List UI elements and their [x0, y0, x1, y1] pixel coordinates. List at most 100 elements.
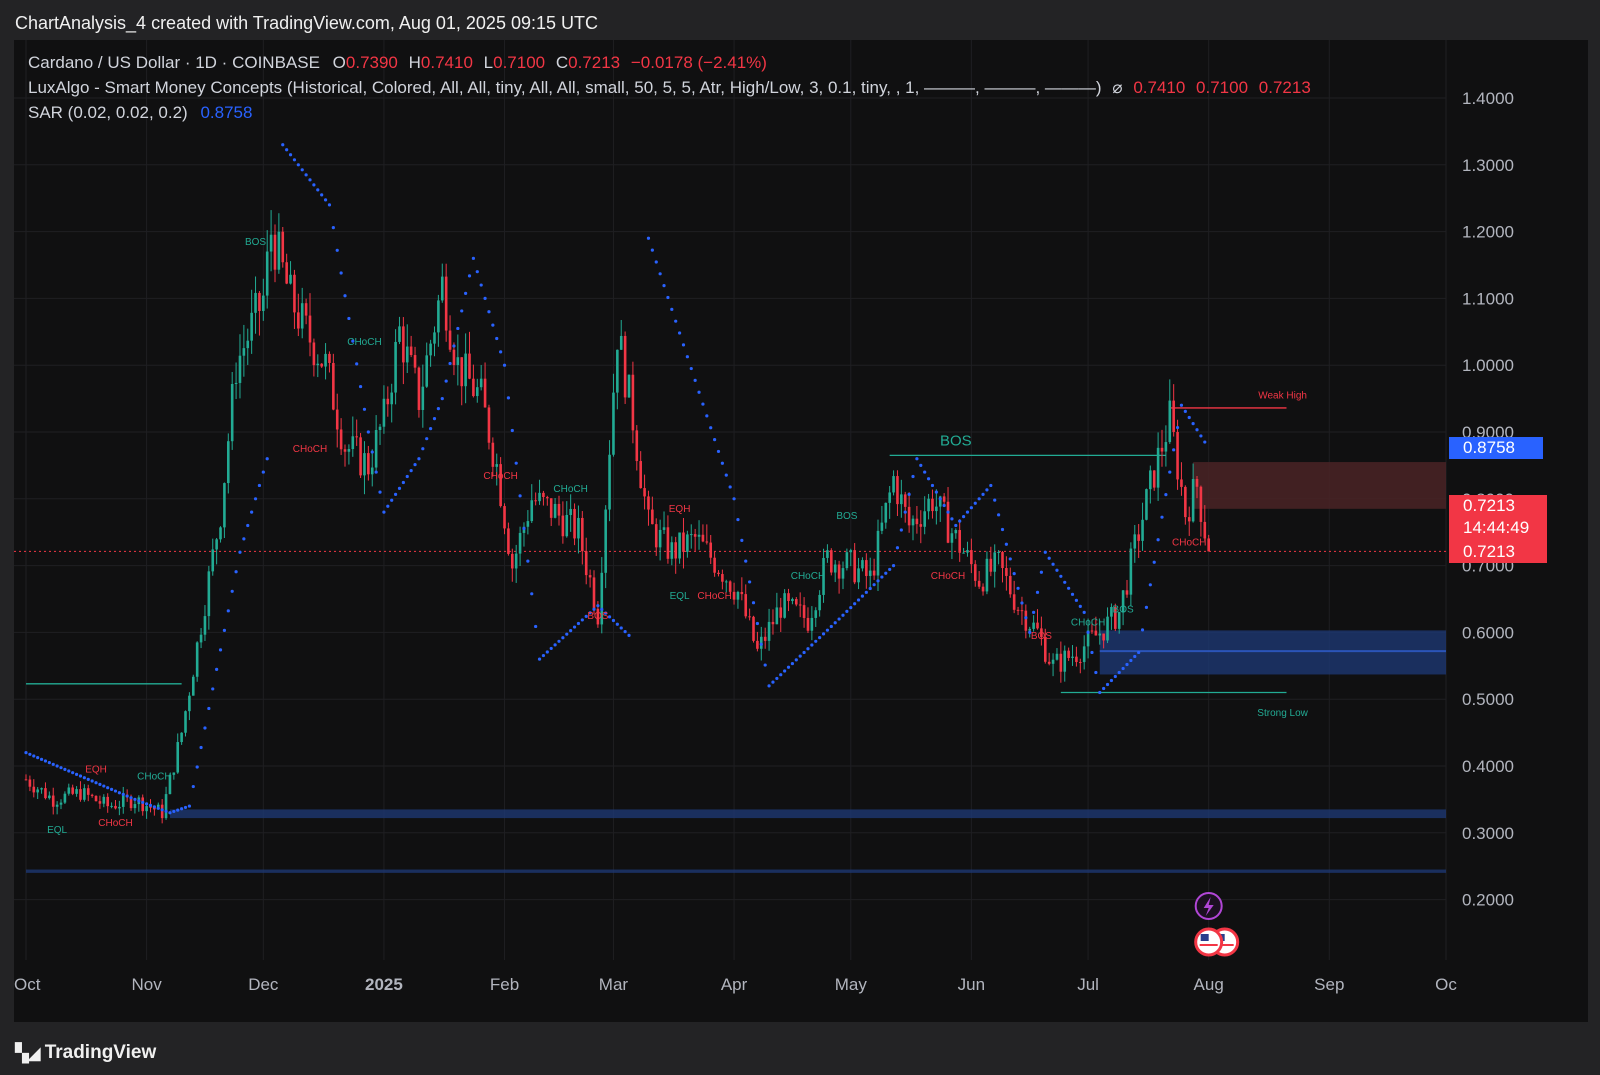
sar-dot [32, 754, 36, 758]
us-flag-event-icon[interactable] [1194, 927, 1224, 957]
sar-dot [1035, 590, 1040, 594]
candle-body [981, 586, 985, 592]
sar-dot [802, 650, 806, 655]
chart-grid [14, 40, 1447, 960]
sar-dot [845, 609, 849, 614]
candle-body [608, 454, 611, 510]
candle-body [833, 564, 837, 573]
sar-dot [818, 635, 822, 640]
candle-body [429, 343, 432, 356]
sar-dot [545, 650, 549, 654]
sar-indicator-label[interactable]: SAR (0.02, 0.02, 0.2) [28, 103, 188, 122]
sar-dot [973, 501, 977, 505]
sar-legend[interactable]: SAR (0.02, 0.02, 0.2) 0.8758 [28, 103, 252, 123]
candle-body [460, 357, 464, 387]
sar-dot [596, 604, 600, 608]
candle-body [405, 346, 409, 363]
candle-body [394, 341, 397, 393]
chart-panel[interactable] [14, 40, 1588, 1022]
candle-body [48, 795, 51, 799]
sar-dot [304, 173, 308, 177]
change-value: −0.0178 (−2.41%) [630, 53, 767, 72]
sar-dot [522, 526, 526, 531]
candle-body [647, 496, 650, 510]
smc-label: BOS [1113, 604, 1134, 615]
smc-label: CHoCH [347, 337, 381, 348]
candle-body [1121, 590, 1125, 613]
candle-body [75, 789, 78, 794]
candle-body [1051, 659, 1055, 664]
candle-body [44, 788, 47, 799]
smc-label: EQH [669, 504, 691, 515]
candle-body [1094, 630, 1098, 636]
sar-dot [215, 667, 219, 671]
smc-label: CHoCH [1071, 618, 1105, 629]
visibility-icon[interactable]: ⌀ [1112, 78, 1123, 97]
sar-dot [1164, 493, 1168, 497]
sar-dot [148, 803, 153, 807]
candle-body [297, 312, 300, 329]
candle-body [437, 300, 440, 333]
candle-body [339, 429, 343, 450]
candle-body [1090, 630, 1094, 632]
candle-body [1187, 517, 1191, 522]
candle-body [71, 787, 74, 794]
sar-dot [825, 628, 830, 632]
candle-body [207, 571, 211, 617]
sar-dot [152, 805, 156, 809]
close-label: C [555, 53, 569, 72]
time-tick-label: Jun [958, 975, 985, 994]
sar-dot [763, 663, 767, 667]
candle-body [1106, 616, 1109, 641]
sar-dot [891, 564, 896, 568]
sar-dot [67, 769, 71, 773]
sar-dot [444, 379, 448, 383]
smc-annotations: BOS CHoCH CHoCH CHoCH CHoCH BOS EQH EQL CHoCH CHo… [47, 237, 1309, 836]
sar-dot [1179, 403, 1184, 407]
candle-body [227, 441, 230, 484]
sar-dot [779, 673, 783, 677]
candle-body [526, 521, 530, 527]
candle-body [701, 534, 705, 542]
sar-dot [954, 523, 958, 528]
candle-body [553, 503, 557, 518]
sar-dot [658, 272, 662, 276]
sar-dot [71, 771, 75, 775]
candle-body [814, 610, 818, 618]
sar-dot [28, 752, 32, 756]
sar-dot [716, 449, 721, 454]
sar-dot [246, 523, 250, 528]
sar-dot [1008, 557, 1012, 561]
sar-dot [1187, 415, 1191, 420]
candle-body [962, 552, 965, 554]
sar-dot [238, 550, 242, 554]
candle-body [1191, 479, 1195, 522]
sar-dot [946, 510, 950, 514]
candle-body [911, 518, 915, 526]
smc-legend[interactable]: LuxAlgo - Smart Money Concepts (Historic… [28, 78, 1311, 98]
symbol-legend[interactable]: Cardano / US Dollar · 1D · COINBASE O0.7… [28, 53, 767, 73]
sar-dot [674, 319, 678, 323]
candle-body [444, 276, 448, 331]
sar-dot [211, 687, 215, 691]
candle-body [822, 557, 825, 595]
sar-dot [1109, 678, 1114, 683]
candle-body [1137, 534, 1140, 541]
tradingview-logo[interactable]: ▚◢ TradingView [15, 1042, 156, 1064]
sar-dot [1113, 674, 1117, 679]
sar-dot [553, 643, 557, 647]
candle-body [721, 574, 724, 582]
sar-dot [759, 642, 763, 646]
smc-label: CHoCH [98, 818, 132, 829]
candle-body [1024, 610, 1028, 631]
symbol-title[interactable]: Cardano / US Dollar · 1D · COINBASE [28, 53, 320, 72]
smc-indicator-label[interactable]: LuxAlgo - Smart Money Concepts (Historic… [28, 78, 1102, 97]
sar-dot [623, 630, 627, 634]
candle-body [308, 315, 312, 343]
candle-body [919, 524, 923, 527]
sar-dot [569, 629, 573, 633]
sar-dot [1012, 572, 1016, 576]
sar-dot [479, 283, 483, 287]
candle-body [1043, 637, 1047, 662]
